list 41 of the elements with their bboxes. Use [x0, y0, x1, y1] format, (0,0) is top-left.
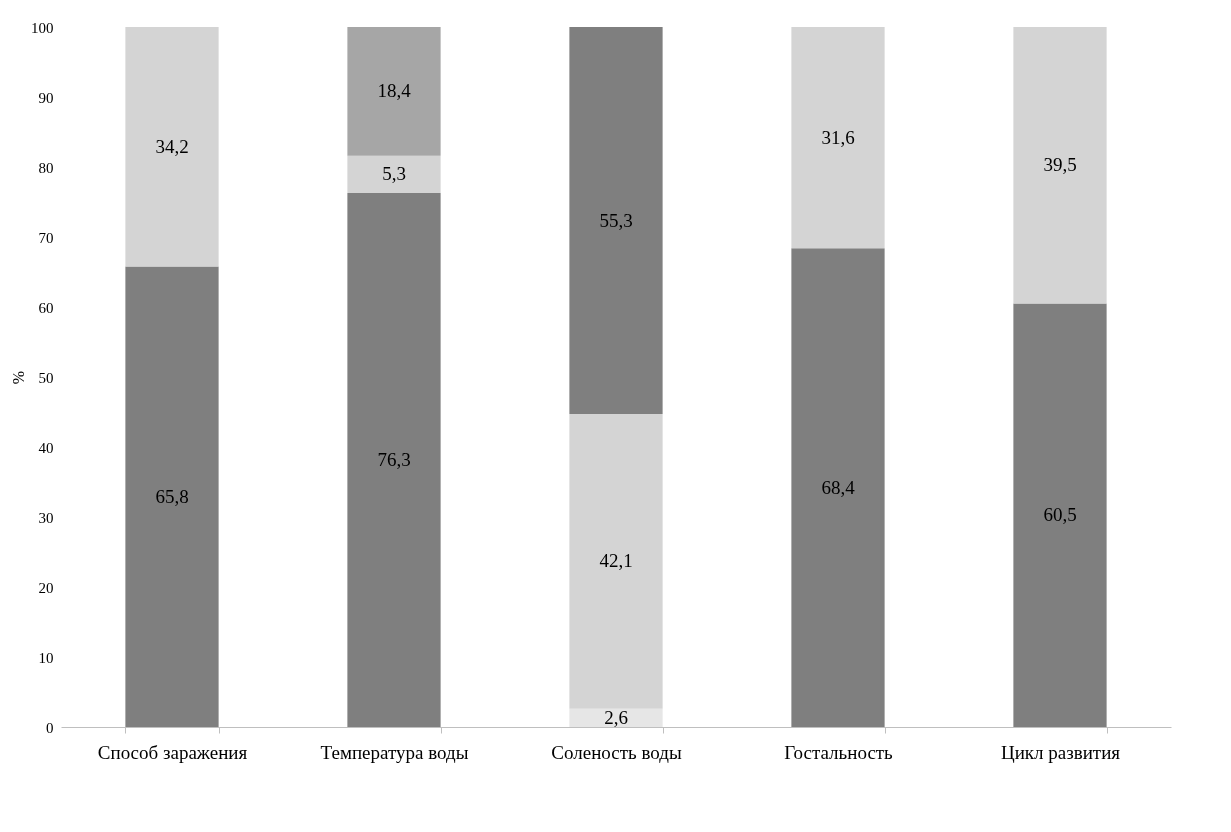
y-tick-label: 20: [38, 579, 54, 596]
bar: [791, 248, 885, 727]
y-tick-label: 0: [46, 719, 54, 736]
data-label: 34,2: [155, 135, 189, 157]
bar: [125, 266, 219, 727]
data-label: 31,6: [821, 126, 855, 148]
y-tick-label: 80: [38, 159, 54, 176]
y-tick-label: 30: [38, 509, 54, 526]
y-tick-label: 60: [38, 299, 54, 316]
data-label: 68,4: [821, 476, 856, 498]
x-tick-label: Цикл развития: [1000, 741, 1121, 763]
data-label: 2,6: [604, 706, 628, 728]
x-tick-label: Температура воды: [320, 741, 469, 763]
bar: [347, 27, 441, 156]
bar: [125, 27, 219, 267]
data-label: 76,3: [377, 448, 411, 470]
bar: [569, 27, 663, 415]
data-label: 18,4: [377, 80, 412, 102]
bar: [1013, 303, 1107, 727]
y-tick-label: 70: [38, 229, 54, 246]
data-label: 42,1: [599, 550, 633, 572]
data-label: 60,5: [1043, 504, 1077, 526]
y-tick-label: 100: [31, 19, 54, 36]
bar: [791, 27, 885, 249]
bar: [1013, 27, 1107, 304]
y-tick-label: 90: [38, 89, 54, 106]
data-label: 39,5: [1043, 154, 1077, 176]
x-tick-label: Соленость воды: [551, 741, 682, 763]
data-label: 55,3: [599, 209, 633, 231]
bar: [569, 708, 663, 727]
y-axis-title: %: [10, 370, 27, 385]
bar: [569, 414, 663, 709]
data-label: 65,8: [155, 485, 189, 507]
x-tick-label: Способ заражения: [97, 741, 248, 763]
bar: [347, 155, 441, 193]
bar: [347, 192, 441, 727]
x-tick-label: Гостальность: [784, 741, 894, 763]
data-label: 5,3: [382, 163, 406, 185]
y-tick-label: 50: [38, 369, 54, 386]
y-tick-label: 10: [38, 649, 54, 666]
y-tick-label: 40: [38, 439, 54, 456]
